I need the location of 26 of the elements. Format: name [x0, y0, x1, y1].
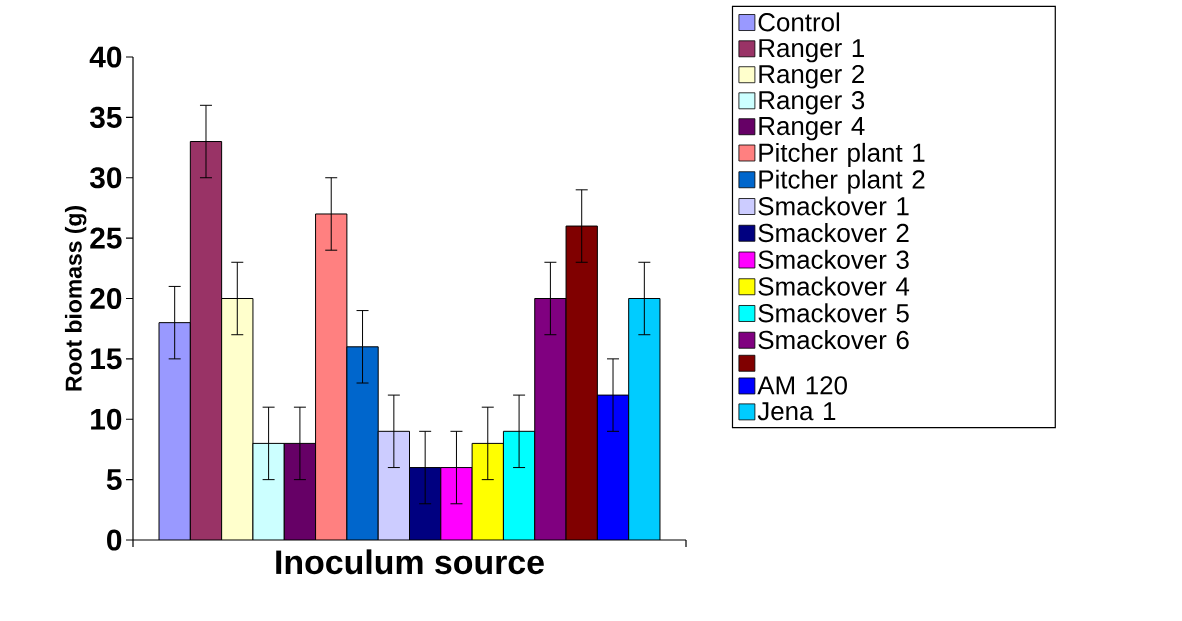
legend-label: Ranger 1	[759, 39, 864, 63]
y-tick-label: 10	[91, 408, 122, 430]
y-tick-label: 25	[90, 227, 122, 249]
legend-label: Ranger 2	[759, 64, 864, 89]
y-tick-label: 0	[107, 529, 122, 551]
legend-label: Smackover 2	[758, 223, 909, 243]
x-axis-title: Inoculum source	[276, 549, 544, 575]
legend-label: Smackover 1	[758, 196, 909, 216]
y-tick-label: 20	[90, 287, 122, 310]
legend-label: Pitcher plant 1	[759, 142, 925, 168]
y-tick-label: 30	[89, 167, 122, 189]
legend-label: Ranger 3	[759, 91, 865, 115]
y-tick-label: 5	[106, 469, 122, 491]
legend-label: AM 120	[757, 376, 847, 395]
legend-label: Smackover 6	[758, 330, 909, 350]
legend-label: Pitcher plant 2	[759, 169, 925, 194]
y-tick-label: 40	[89, 46, 122, 68]
y-axis-title: Root biomass (g)	[64, 206, 87, 391]
legend-label: Ranger 4	[759, 117, 865, 141]
legend-label: Smackover 3	[758, 249, 909, 269]
legend-label: Smackover 5	[758, 303, 909, 323]
legend-label: Jena 1	[757, 402, 836, 421]
legend-label: Smackover 4	[758, 276, 910, 296]
y-tick-label: 15	[91, 348, 122, 370]
y-tick-label: 35	[89, 106, 122, 128]
legend-label: Control	[758, 12, 840, 32]
